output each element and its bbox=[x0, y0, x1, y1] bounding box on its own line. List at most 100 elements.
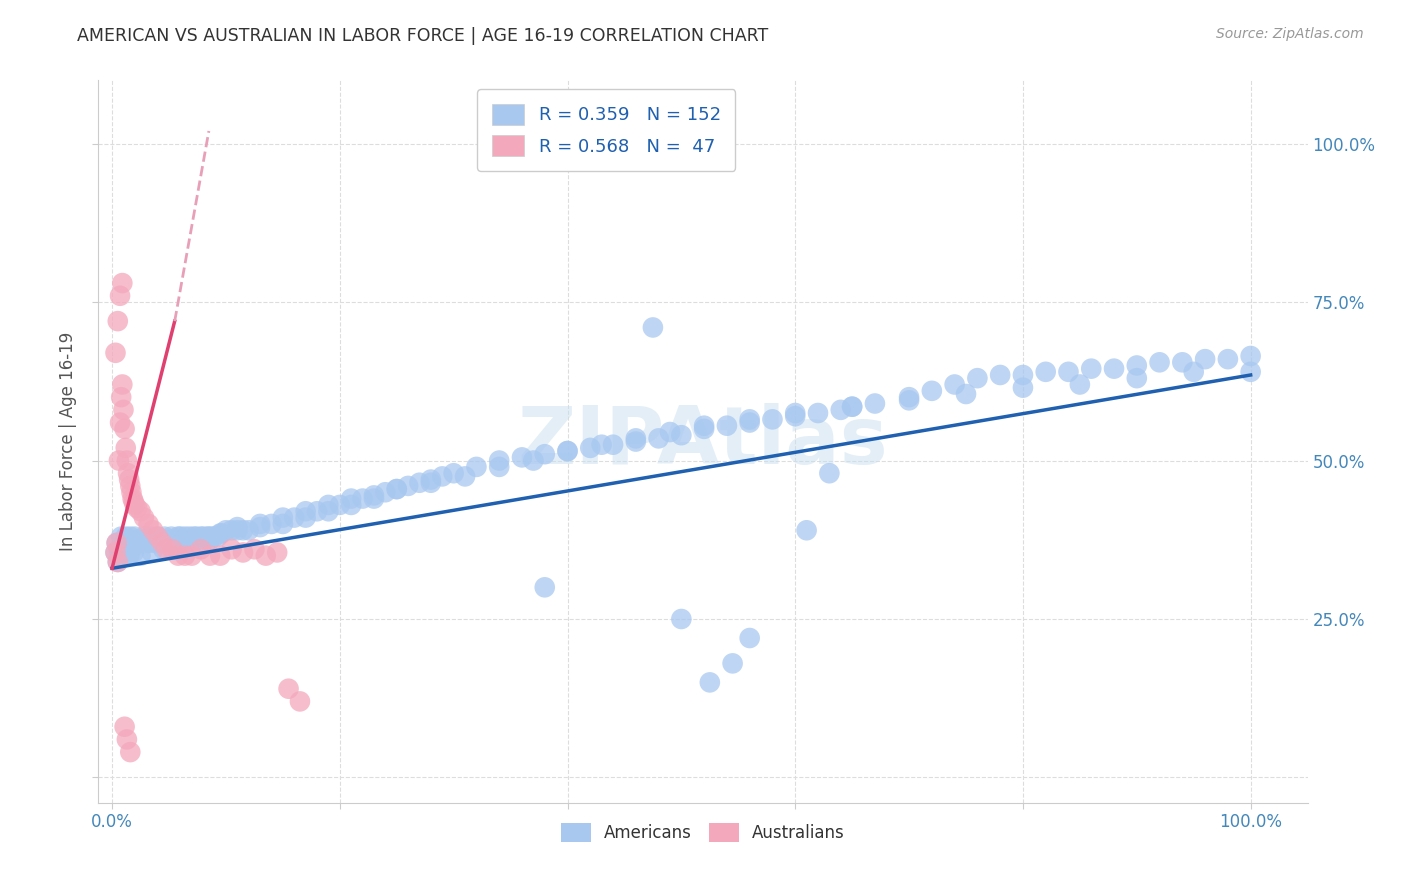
Point bbox=[209, 526, 232, 541]
Point bbox=[579, 441, 602, 455]
Point bbox=[127, 501, 149, 516]
Point bbox=[108, 549, 131, 563]
Point bbox=[120, 479, 142, 493]
Point bbox=[671, 612, 693, 626]
Point bbox=[863, 396, 886, 410]
Point bbox=[114, 422, 136, 436]
Point bbox=[533, 447, 555, 461]
Point bbox=[1216, 352, 1239, 367]
Point bbox=[761, 412, 783, 426]
Point bbox=[180, 533, 202, 547]
Point bbox=[340, 498, 363, 512]
Point bbox=[807, 406, 830, 420]
Point bbox=[249, 520, 271, 534]
Point bbox=[104, 545, 127, 559]
Point bbox=[243, 542, 266, 557]
Point bbox=[138, 516, 160, 531]
Point bbox=[238, 523, 260, 537]
Point bbox=[1126, 359, 1149, 373]
Point bbox=[114, 441, 136, 455]
Point bbox=[107, 314, 129, 328]
Point bbox=[114, 530, 136, 544]
Point bbox=[721, 657, 744, 671]
Point bbox=[190, 530, 212, 544]
Point bbox=[120, 745, 142, 759]
Point bbox=[162, 533, 184, 547]
Point bbox=[1194, 352, 1216, 367]
Point bbox=[432, 469, 454, 483]
Point bbox=[139, 530, 162, 544]
Point bbox=[152, 542, 174, 557]
Point bbox=[115, 732, 138, 747]
Point bbox=[716, 418, 738, 433]
Point bbox=[176, 533, 198, 547]
Point bbox=[955, 387, 977, 401]
Point bbox=[305, 504, 328, 518]
Point bbox=[988, 368, 1011, 382]
Point bbox=[841, 400, 863, 414]
Point bbox=[232, 545, 254, 559]
Point bbox=[112, 402, 135, 417]
Legend: Americans, Australians: Americans, Australians bbox=[554, 816, 852, 848]
Point bbox=[204, 530, 226, 544]
Point bbox=[190, 542, 212, 557]
Point bbox=[557, 444, 579, 458]
Point bbox=[141, 545, 163, 559]
Point bbox=[198, 549, 221, 563]
Point bbox=[110, 390, 132, 404]
Point bbox=[105, 536, 128, 550]
Point bbox=[602, 438, 624, 452]
Point bbox=[146, 530, 169, 544]
Point bbox=[818, 467, 841, 481]
Point bbox=[659, 425, 682, 439]
Point bbox=[226, 523, 249, 537]
Point bbox=[165, 536, 187, 550]
Point bbox=[169, 530, 191, 544]
Point bbox=[146, 530, 169, 544]
Point bbox=[111, 542, 134, 557]
Point bbox=[180, 549, 202, 563]
Point bbox=[157, 536, 180, 550]
Point bbox=[1069, 377, 1091, 392]
Point bbox=[128, 536, 150, 550]
Point bbox=[143, 536, 166, 550]
Point bbox=[118, 549, 141, 563]
Point bbox=[624, 434, 647, 449]
Point bbox=[149, 533, 172, 547]
Point bbox=[131, 533, 153, 547]
Point bbox=[121, 491, 143, 506]
Point bbox=[277, 681, 299, 696]
Point bbox=[118, 473, 141, 487]
Point bbox=[115, 542, 138, 557]
Point bbox=[122, 545, 145, 559]
Point bbox=[693, 418, 716, 433]
Point bbox=[209, 526, 232, 541]
Point bbox=[522, 453, 544, 467]
Point bbox=[340, 491, 363, 506]
Point bbox=[266, 545, 288, 559]
Point bbox=[533, 580, 555, 594]
Point bbox=[374, 485, 396, 500]
Point bbox=[1182, 365, 1205, 379]
Point bbox=[172, 533, 194, 547]
Y-axis label: In Labor Force | Age 16-19: In Labor Force | Age 16-19 bbox=[59, 332, 77, 551]
Point bbox=[174, 549, 197, 563]
Point bbox=[142, 523, 165, 537]
Point bbox=[271, 510, 294, 524]
Text: AMERICAN VS AUSTRALIAN IN LABOR FORCE | AGE 16-19 CORRELATION CHART: AMERICAN VS AUSTRALIAN IN LABOR FORCE | … bbox=[77, 27, 769, 45]
Point bbox=[591, 438, 613, 452]
Point bbox=[215, 523, 238, 537]
Point bbox=[108, 542, 131, 557]
Point bbox=[488, 453, 510, 467]
Point bbox=[898, 390, 921, 404]
Point bbox=[1126, 371, 1149, 385]
Point bbox=[207, 530, 229, 544]
Point bbox=[318, 504, 340, 518]
Point bbox=[249, 516, 271, 531]
Point bbox=[132, 530, 155, 544]
Point bbox=[105, 536, 128, 550]
Point bbox=[111, 276, 134, 290]
Point bbox=[699, 675, 721, 690]
Point bbox=[104, 346, 127, 360]
Point bbox=[117, 536, 139, 550]
